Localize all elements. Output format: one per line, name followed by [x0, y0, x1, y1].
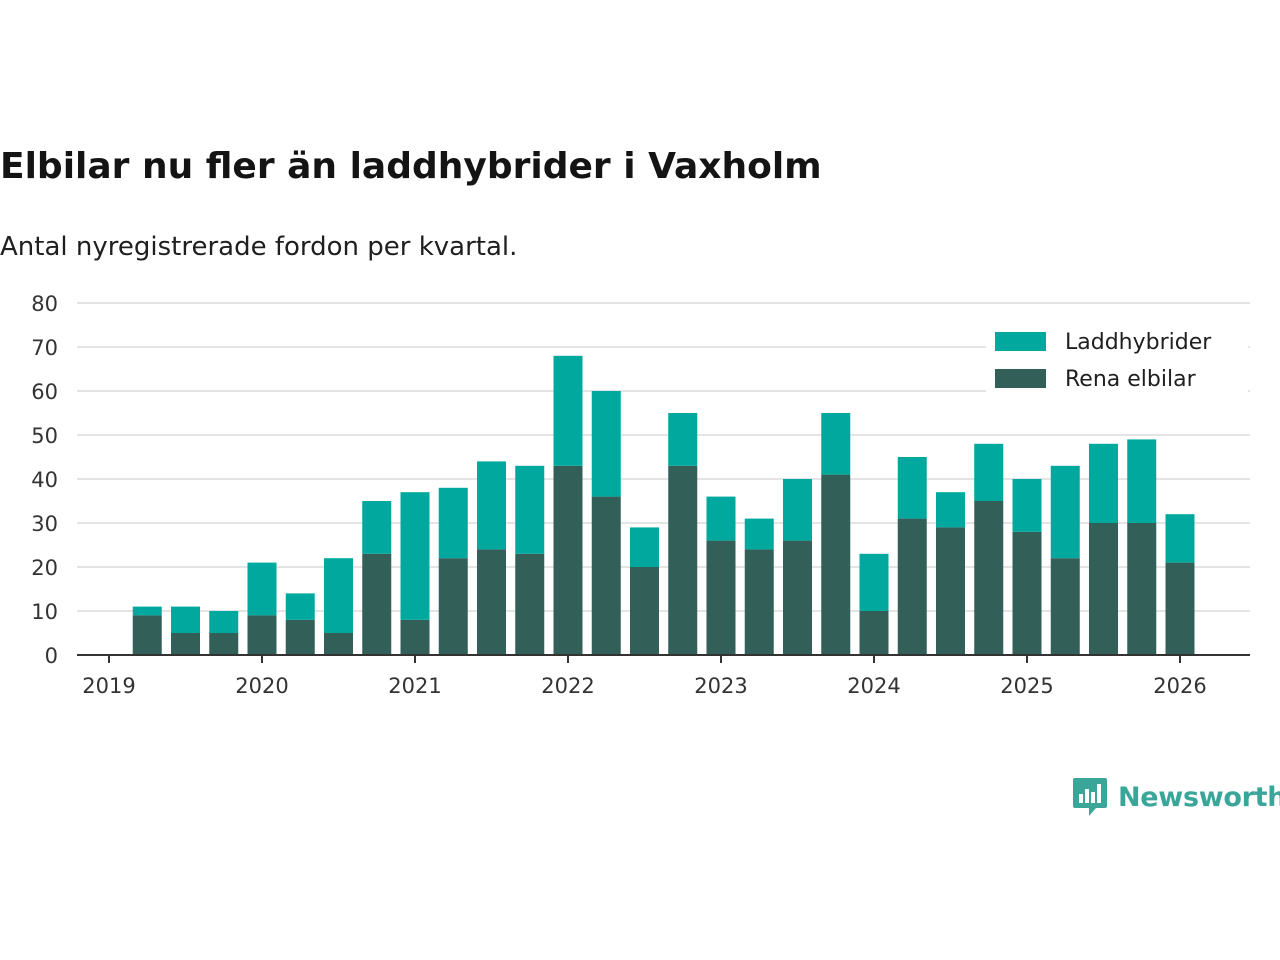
bar-rena-elbilar[interactable] — [132, 615, 162, 655]
bar-laddhybrider[interactable] — [1127, 439, 1157, 523]
x-tick-label: 2024 — [847, 674, 900, 698]
bar-rena-elbilar[interactable] — [744, 549, 774, 655]
x-tick-label: 2023 — [694, 674, 747, 698]
bar-laddhybrider[interactable] — [897, 457, 927, 519]
bar-rena-elbilar[interactable] — [553, 465, 583, 655]
bar-laddhybrider[interactable] — [285, 593, 315, 620]
bar-laddhybrider[interactable] — [974, 443, 1004, 501]
y-tick-label: 40 — [31, 468, 58, 492]
bar-laddhybrider[interactable] — [400, 492, 430, 620]
bar-rena-elbilar[interactable] — [591, 496, 621, 655]
bar-laddhybrider[interactable] — [706, 496, 736, 541]
bar-rena-elbilar[interactable] — [630, 567, 659, 655]
bar-laddhybrider[interactable] — [668, 413, 698, 466]
legend-label-rena-elbilar: Rena elbilar — [1065, 367, 1197, 392]
bar-laddhybrider[interactable] — [591, 391, 621, 497]
bar-rena-elbilar[interactable] — [783, 540, 812, 655]
bar-laddhybrider[interactable] — [515, 465, 545, 554]
bar-rena-elbilar[interactable] — [438, 558, 468, 655]
newsworthy-brand[interactable]: Newsworthy — [1072, 776, 1280, 818]
bar-rena-elbilar[interactable] — [668, 465, 698, 655]
bar-laddhybrider[interactable] — [1165, 514, 1195, 563]
x-tick-label: 2026 — [1153, 674, 1206, 698]
chart-subtitle: Antal nyregistrerade fordon per kvartal. — [0, 232, 518, 262]
bar-laddhybrider[interactable] — [744, 518, 774, 550]
bar-laddhybrider[interactable] — [247, 562, 277, 616]
bar-laddhybrider[interactable] — [477, 461, 506, 550]
bar-rena-elbilar[interactable] — [1165, 562, 1195, 655]
bar-laddhybrider[interactable] — [209, 611, 239, 633]
chart-title: Elbilar nu fler än laddhybrider i Vaxhol… — [0, 146, 822, 187]
bar-laddhybrider[interactable] — [1012, 479, 1042, 532]
bar-laddhybrider[interactable] — [132, 606, 162, 616]
y-tick-label: 80 — [31, 292, 58, 316]
bar-laddhybrider[interactable] — [859, 553, 889, 611]
y-axis-ticks: 0 10 20 30 40 50 60 70 80 — [31, 292, 58, 668]
brand-name: Newsworthy — [1118, 781, 1280, 813]
bar-rena-elbilar[interactable] — [1127, 523, 1157, 655]
bar-rena-elbilar[interactable] — [974, 501, 1004, 655]
legend-label-laddhybrider: Laddhybrider — [1065, 330, 1212, 355]
x-tick-label: 2025 — [1000, 674, 1053, 698]
legend-swatch-laddhybrider — [995, 332, 1046, 351]
bar-laddhybrider[interactable] — [936, 492, 965, 528]
bar-rena-elbilar[interactable] — [515, 553, 545, 655]
legend-swatch-rena-elbilar — [995, 369, 1046, 388]
bar-rena-elbilar[interactable] — [400, 619, 430, 655]
bar-rena-elbilar[interactable] — [859, 611, 889, 655]
bar-laddhybrider[interactable] — [1050, 465, 1080, 559]
x-tick-label: 2019 — [82, 674, 135, 698]
y-tick-label: 10 — [31, 600, 58, 624]
bar-laddhybrider[interactable] — [821, 413, 851, 475]
x-tick-label: 2021 — [388, 674, 441, 698]
y-tick-label: 30 — [31, 512, 58, 536]
bar-laddhybrider[interactable] — [783, 479, 812, 541]
bars — [132, 355, 1195, 655]
x-axis: 2019 2020 2021 2022 2023 2024 2025 2026 — [77, 654, 1250, 698]
bar-rena-elbilar[interactable] — [362, 553, 392, 655]
bar-rena-elbilar[interactable] — [285, 619, 315, 655]
x-tick-label: 2022 — [541, 674, 594, 698]
bar-rena-elbilar[interactable] — [477, 549, 506, 655]
newsworthy-logo-icon — [1073, 778, 1107, 816]
bar-laddhybrider[interactable] — [1089, 443, 1118, 523]
bar-laddhybrider[interactable] — [324, 558, 353, 633]
bar-rena-elbilar[interactable] — [209, 633, 239, 655]
bar-rena-elbilar[interactable] — [1089, 523, 1118, 655]
y-tick-label: 60 — [31, 380, 58, 404]
y-tick-label: 70 — [31, 336, 58, 360]
bar-rena-elbilar[interactable] — [706, 540, 736, 655]
bar-rena-elbilar[interactable] — [936, 527, 965, 655]
bar-laddhybrider[interactable] — [362, 501, 392, 554]
bar-rena-elbilar[interactable] — [1012, 531, 1042, 655]
bar-laddhybrider[interactable] — [438, 487, 468, 559]
bar-rena-elbilar[interactable] — [247, 615, 277, 655]
bar-rena-elbilar[interactable] — [1050, 558, 1080, 655]
legend: Laddhybrider Rena elbilar — [986, 324, 1248, 396]
y-tick-label: 50 — [31, 424, 58, 448]
bar-laddhybrider[interactable] — [630, 527, 659, 567]
bar-rena-elbilar[interactable] — [324, 633, 353, 655]
bar-rena-elbilar[interactable] — [821, 474, 851, 655]
y-tick-label: 20 — [31, 556, 58, 580]
bar-rena-elbilar[interactable] — [171, 633, 200, 655]
y-tick-label: 0 — [45, 644, 58, 668]
bar-rena-elbilar[interactable] — [897, 518, 927, 655]
bar-laddhybrider[interactable] — [171, 606, 200, 633]
bar-laddhybrider[interactable] — [553, 355, 583, 466]
x-tick-label: 2020 — [235, 674, 288, 698]
